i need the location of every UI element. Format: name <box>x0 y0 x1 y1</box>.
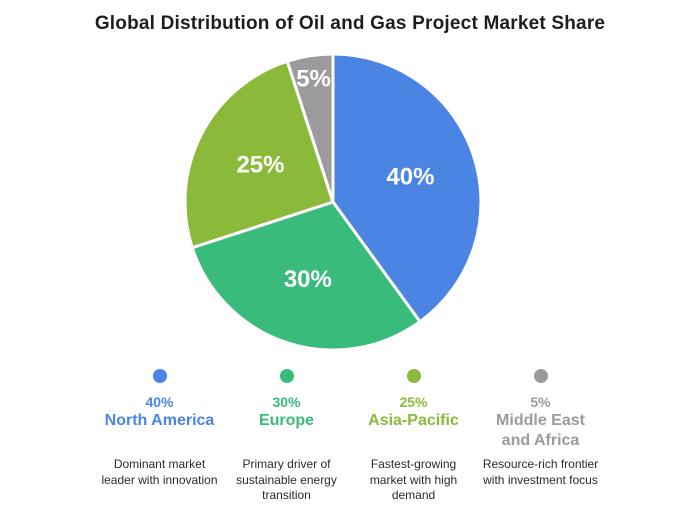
legend-label-middle-east-africa: Middle East and Africa <box>496 412 585 449</box>
legend-description-asia-pacific: Fastest-growing market with high demand <box>369 457 458 502</box>
legend-description-middle-east-africa: Resource-rich frontier with investment f… <box>482 457 599 487</box>
legend-description-europe: Primary driver of sustainable energy tra… <box>236 457 337 502</box>
legend-item-middle-east-africa: 5% Middle East and Africa Resource-rich … <box>477 369 604 504</box>
pie-slice-label-europe: 30% <box>284 266 332 293</box>
pie-chart: 40% 30% 25% 5% <box>173 42 493 362</box>
pie-slice-middle-east-and-africa[interactable] <box>285 52 335 204</box>
pie-slice-label-north-america: 40% <box>386 163 434 190</box>
legend-description-north-america: Dominant market leader with innovation <box>101 457 218 487</box>
legend-label-asia-pacific: Asia-Pacific <box>368 412 459 429</box>
legend-item-asia-pacific: 25% Asia-Pacific Fastest-growing market … <box>350 369 477 504</box>
pie-slice-label-asia-pacific: 25% <box>236 152 284 179</box>
pie-slice-europe[interactable] <box>190 200 422 352</box>
pie-slice-label-middle-east-and-africa: 5% <box>296 66 331 93</box>
legend-item-north-america: 40% North America Dominant market leader… <box>96 369 223 504</box>
pie-slice-asia-pacific[interactable] <box>183 59 335 250</box>
legend-label-europe: Europe <box>258 412 315 429</box>
legend-label-north-america: North America <box>104 412 215 429</box>
legend-percent-middle-east-africa: 5% <box>530 394 551 410</box>
legend-dot-middle-east-africa-icon <box>533 369 548 383</box>
legend-item-europe: 30% Europe Primary driver of sustainable… <box>223 369 350 504</box>
legend-percent-asia-pacific: 25% <box>399 394 428 410</box>
chart-legend: 40% North America Dominant market leader… <box>96 369 604 504</box>
legend-percent-europe: 30% <box>272 394 301 410</box>
legend-dot-north-america-icon <box>152 369 167 383</box>
legend-dot-asia-pacific-icon <box>406 369 421 383</box>
pie-chart-svg: 40% 30% 25% 5% <box>183 52 483 352</box>
pie-slice-north-america[interactable] <box>331 52 483 324</box>
legend-dot-europe-icon <box>279 369 294 383</box>
legend-percent-north-america: 40% <box>145 394 174 410</box>
chart-title: Global Distribution of Oil and Gas Proje… <box>94 13 606 34</box>
